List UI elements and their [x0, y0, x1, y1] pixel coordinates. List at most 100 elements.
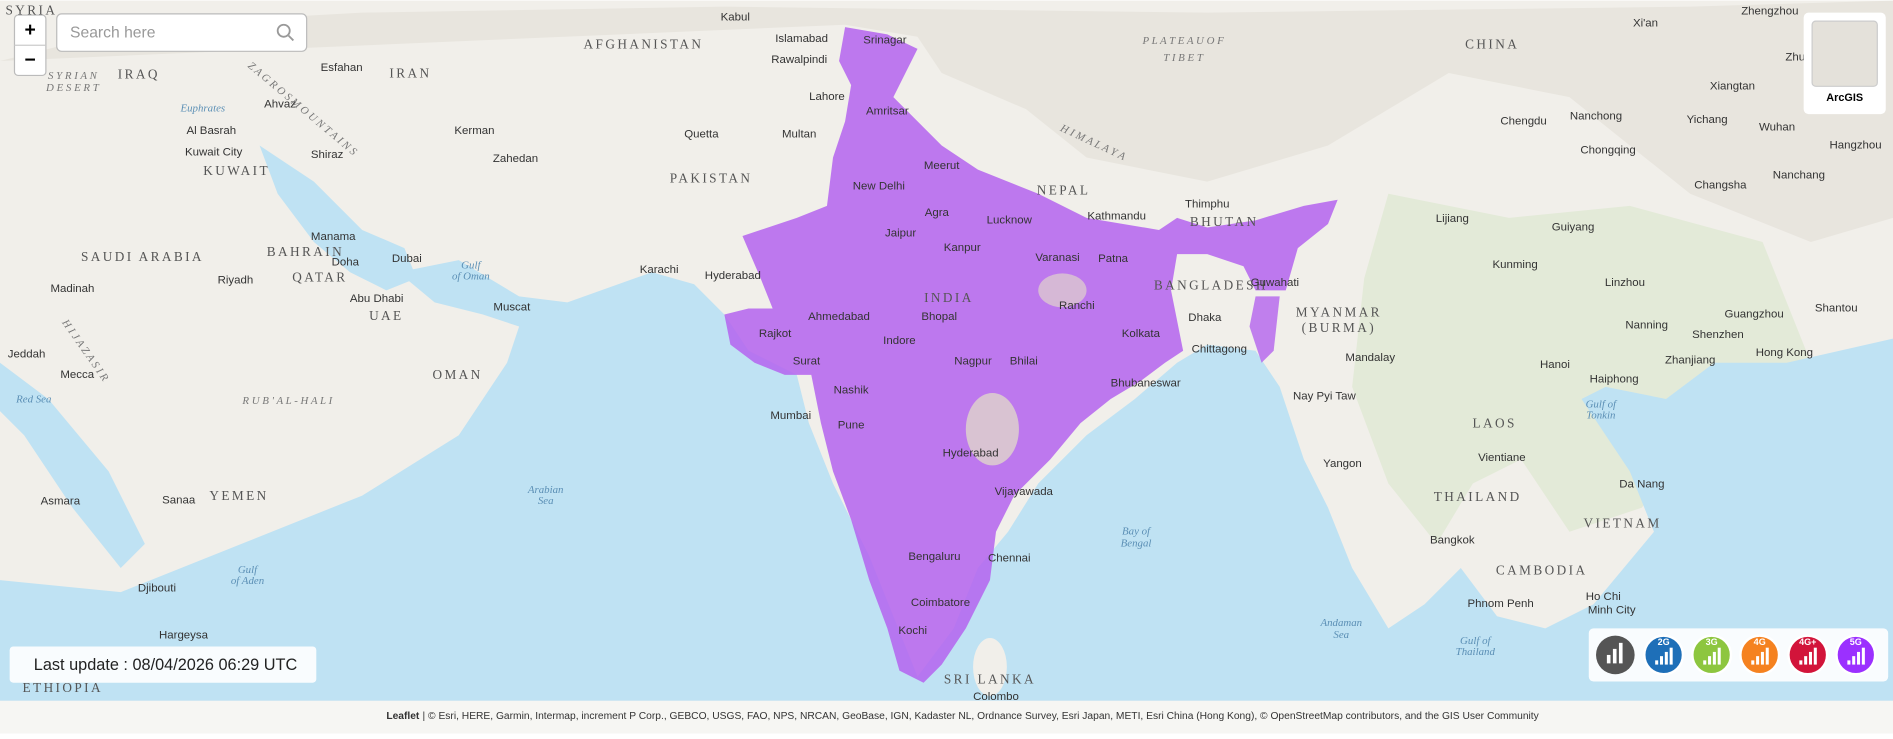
- citie-label: Agra: [925, 207, 950, 219]
- citie-label: Hyderabad: [705, 270, 761, 282]
- citie-label: Nanchong: [1570, 111, 1622, 123]
- network-filter-button[interactable]: [1835, 634, 1877, 676]
- citie-label: Kuwait City: [185, 147, 243, 159]
- signal-bar: [1852, 656, 1856, 665]
- water-label: Bay of: [1122, 525, 1152, 537]
- citie-label: Amritsar: [866, 106, 909, 118]
- network-filter-button[interactable]: [1691, 634, 1733, 676]
- water-label: Sea: [538, 495, 554, 507]
- citie-label: Rajkot: [759, 328, 792, 340]
- countrie-label: (BURMA): [1302, 320, 1376, 335]
- attribution-credits: | © Esri, HERE, Garmin, Intermap, increm…: [423, 711, 1540, 722]
- citie-label: Riyadh: [218, 275, 254, 287]
- countrie-label: THAILAND: [1434, 489, 1522, 504]
- citie-label: Jaipur: [885, 228, 916, 240]
- network-filter-button[interactable]: [1739, 634, 1781, 676]
- water-label: Gulf: [461, 260, 482, 272]
- citie-label: Xiangtan: [1710, 80, 1755, 92]
- citie-label: Dhaka: [1188, 312, 1222, 324]
- countrie-label: BHUTAN: [1190, 214, 1259, 229]
- citie-label: Kabul: [721, 12, 750, 24]
- citie-label: Ho Chi: [1586, 591, 1621, 603]
- citie-label: Chongqing: [1580, 144, 1635, 156]
- region-label: R U B ' A L - H A L I: [241, 395, 333, 407]
- water-label: Tonkin: [1586, 409, 1615, 421]
- citie-label: Asmara: [41, 496, 81, 508]
- citie-label: Jeddah: [8, 348, 46, 360]
- citie-label: Ahvaz: [264, 98, 296, 110]
- region-label: D E S E R T: [45, 82, 100, 94]
- water-label: Gulf: [238, 564, 259, 576]
- citie-label: Rawalpindi: [771, 54, 827, 66]
- citie-label: Muscat: [493, 301, 531, 313]
- map-labels: SYRIA AFGHANISTAN IRAN IRAQ PAKISTAN SAUDI AR…: [5, 3, 1881, 704]
- signal-bar: [1857, 651, 1861, 665]
- water-label: Bengal: [1121, 537, 1152, 549]
- citie-label: New Delhi: [853, 181, 905, 193]
- terrain: [0, 0, 1893, 243]
- countrie-label: OMAN: [432, 367, 482, 382]
- citie-label: Doha: [332, 257, 360, 269]
- countrie-label: BANGLADESH: [1154, 278, 1268, 293]
- water-label: Thailand: [1456, 646, 1496, 658]
- signal-bar: [1712, 651, 1716, 665]
- water-label: Gulf of: [1460, 635, 1492, 647]
- citie-label: Mandalay: [1345, 352, 1395, 364]
- citie-label: Esfahan: [321, 62, 363, 74]
- citie-label: Mumbai: [770, 410, 811, 422]
- citie-label: Hyderabad: [943, 447, 999, 459]
- network-filter-label: 4G+: [1799, 637, 1816, 647]
- citie-label: Kolkata: [1122, 328, 1161, 340]
- network-filters: 2G 3G 4G 4G+ 5G: [1643, 634, 1877, 676]
- citie-label: Lahore: [809, 91, 845, 103]
- citie-label: Guwahati: [1251, 277, 1299, 289]
- citie-label: Kochi: [898, 625, 927, 637]
- attribution-leaflet[interactable]: Leaflet: [386, 711, 420, 722]
- red-sea: [0, 362, 145, 569]
- water-label: Arabian: [527, 484, 564, 496]
- network-filter-button[interactable]: [1643, 634, 1685, 676]
- citie-label: Djibouti: [138, 583, 176, 595]
- citie-label: Al Basrah: [186, 125, 236, 137]
- zoom-out[interactable]: −: [25, 50, 36, 71]
- last-update: Last update : 08/04/2026 06:29 UTC: [34, 656, 298, 674]
- citie-label: Kathmandu: [1087, 211, 1146, 223]
- citie-label: Nagpur: [954, 356, 992, 368]
- citie-label: Chengdu: [1500, 115, 1547, 127]
- citie-label: Haiphong: [1590, 374, 1639, 386]
- sea: [0, 260, 1893, 701]
- zoom-control: + −: [13, 14, 47, 77]
- citie-label: Shantou: [1815, 302, 1858, 314]
- citie-label: Bhubaneswar: [1111, 377, 1181, 389]
- citie-label: Vijayawada: [995, 486, 1054, 498]
- citie-label: Da Nang: [1619, 479, 1664, 491]
- region-label: S Y R I A N: [48, 70, 98, 82]
- countrie-label: IRAQ: [118, 66, 160, 81]
- countrie-label: PAKISTAN: [670, 170, 753, 185]
- attribution-bar: [0, 700, 1893, 734]
- region-label: P L A T E A U O F: [1141, 35, 1224, 47]
- citie-label: Indore: [883, 335, 915, 347]
- all-networks-icon: [1606, 642, 1623, 664]
- network-filter-button[interactable]: [1787, 634, 1829, 676]
- countrie-label: ETHIOPIA: [23, 680, 103, 695]
- citie-label: Hangzhou: [1829, 139, 1881, 151]
- citie-label: Manama: [311, 231, 356, 243]
- citie-label: Karachi: [640, 264, 679, 276]
- water-label: Red Sea: [15, 394, 52, 406]
- network-filter-label: 2G: [1658, 637, 1670, 647]
- network-filter-label: 5G: [1850, 637, 1862, 647]
- signal-bar: [1664, 651, 1668, 665]
- water-label: of Aden: [231, 575, 264, 587]
- countrie-label: SYRIA: [5, 3, 57, 18]
- zoom-in[interactable]: +: [25, 20, 36, 41]
- citie-label: Chittagong: [1192, 344, 1247, 356]
- citie-label: Yichang: [1687, 114, 1728, 126]
- citie-label: Hanoi: [1540, 359, 1570, 371]
- countrie-label: BAHRAIN: [267, 244, 344, 259]
- search-icon[interactable]: [276, 23, 291, 38]
- countrie-label: KUWAIT: [203, 163, 270, 178]
- search-box[interactable]: [56, 13, 308, 52]
- search-icon-handle: [287, 34, 295, 42]
